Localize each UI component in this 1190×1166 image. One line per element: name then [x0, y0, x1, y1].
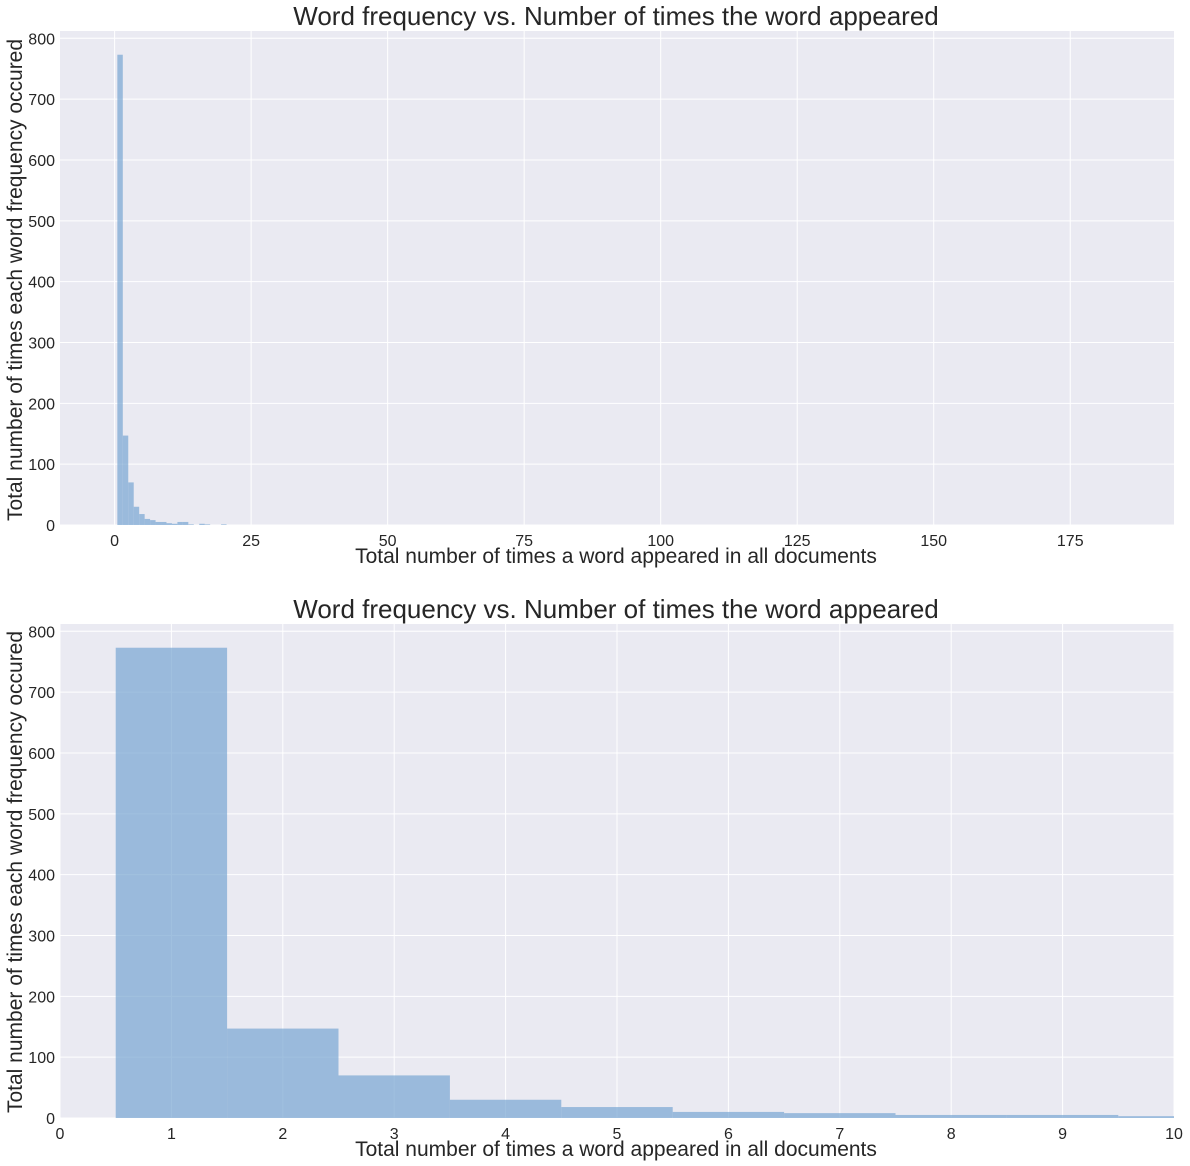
x-tick-label: 125 — [784, 533, 811, 550]
plot-area — [60, 31, 1174, 525]
y-tick-label: 200 — [28, 989, 55, 1006]
histogram-bar — [122, 435, 129, 525]
histogram-bar — [199, 523, 205, 525]
x-tick-label: 1 — [167, 1126, 176, 1143]
x-tick-label: 175 — [1057, 533, 1084, 550]
histogram-bar — [133, 506, 140, 525]
y-tick-labels: 0 100 200 300 400 500 600 700 800 — [28, 31, 55, 535]
x-tick-label: 5 — [613, 1126, 622, 1143]
y-axis-label: Total number of times each word frequenc… — [4, 631, 27, 1113]
x-tick-label: 7 — [835, 1126, 844, 1143]
y-axis-label: Total number of times each word frequenc… — [4, 39, 27, 521]
y-tick-label: 800 — [28, 31, 55, 48]
y-tick-label: 100 — [28, 1050, 55, 1067]
y-tick-label: 700 — [28, 685, 55, 702]
y-tick-label: 300 — [28, 928, 55, 945]
x-tick-label: 8 — [947, 1126, 956, 1143]
bars — [115, 647, 1174, 1118]
x-tick-label: 4 — [501, 1126, 510, 1143]
x-tick-label: 10 — [1165, 1126, 1183, 1143]
y-tick-label: 0 — [46, 1111, 55, 1128]
x-tick-label: 75 — [515, 533, 533, 550]
x-tick-label: 25 — [242, 533, 260, 550]
histogram-bar — [171, 523, 178, 525]
x-tick-label: 3 — [390, 1126, 399, 1143]
histogram-bar — [1118, 1116, 1174, 1118]
x-axis-label: Total number of times a word appeared in… — [355, 1138, 877, 1161]
y-tick-label: 500 — [28, 214, 55, 231]
y-tick-label: 200 — [28, 396, 55, 413]
histogram-bar — [115, 647, 228, 1118]
histogram-bar — [150, 520, 156, 525]
x-axis-label: Total number of times a word appeared in… — [355, 545, 877, 568]
histogram-bar — [784, 1113, 896, 1118]
x-tick-label: 150 — [920, 533, 947, 550]
histogram-bar — [117, 54, 123, 526]
histogram-bar — [221, 524, 227, 525]
y-tick-label: 600 — [28, 746, 55, 763]
x-tick-label: 9 — [1058, 1126, 1067, 1143]
y-tick-label: 600 — [28, 153, 55, 170]
y-tick-label: 500 — [28, 807, 55, 824]
histogram-chart-full-range: 0 25 50 75 100 125 150 175 0 100 200 300 400 500 600 7… — [4, 1, 1174, 568]
histogram-bar — [182, 521, 189, 525]
x-tick-label: 0 — [110, 533, 119, 550]
y-tick-label: 100 — [28, 457, 55, 474]
x-tick-label: 100 — [647, 533, 674, 550]
histogram-bar — [166, 523, 172, 525]
x-tick-label: 0 — [56, 1126, 65, 1143]
x-tick-labels: 0 1 2 3 4 5 6 7 8 9 10 — [56, 1126, 1183, 1143]
histogram-bar — [188, 524, 194, 525]
histogram-bar — [338, 1075, 450, 1118]
y-tick-label: 0 — [46, 518, 55, 535]
histogram-bar — [177, 521, 183, 525]
y-tick-label: 400 — [28, 868, 55, 885]
y-tick-label: 700 — [28, 92, 55, 109]
grid — [60, 31, 1174, 526]
histogram-bar — [672, 1111, 785, 1118]
y-tick-label: 400 — [28, 275, 55, 292]
histogram-chart-zoomed: 0 1 2 3 4 5 6 7 8 9 10 0 100 200 300 400 500 600 700 800 W… — [4, 594, 1183, 1161]
y-tick-labels: 0 100 200 300 400 500 600 700 800 — [28, 624, 55, 1128]
bars — [117, 54, 227, 526]
histogram-bar — [155, 521, 162, 525]
y-tick-label: 300 — [28, 335, 55, 352]
x-tick-labels: 0 25 50 75 100 125 150 175 — [110, 533, 1084, 550]
histogram-bar — [561, 1107, 673, 1118]
chart-title: Word frequency vs. Number of times the w… — [293, 1, 939, 31]
histogram-bar — [895, 1114, 1007, 1118]
histogram-bar — [204, 524, 211, 525]
histogram-bar — [1006, 1114, 1119, 1118]
histogram-bar — [161, 521, 167, 525]
chart-title: Word frequency vs. Number of times the w… — [293, 594, 939, 624]
x-tick-label: 2 — [278, 1126, 287, 1143]
y-tick-label: 800 — [28, 624, 55, 641]
x-tick-label: 50 — [379, 533, 397, 550]
histogram-bar — [227, 1028, 339, 1118]
histogram-bar — [449, 1099, 562, 1118]
histogram-bar — [139, 514, 145, 525]
histogram-bar — [128, 482, 134, 525]
histogram-bar — [144, 518, 151, 525]
x-tick-label: 6 — [724, 1126, 733, 1143]
